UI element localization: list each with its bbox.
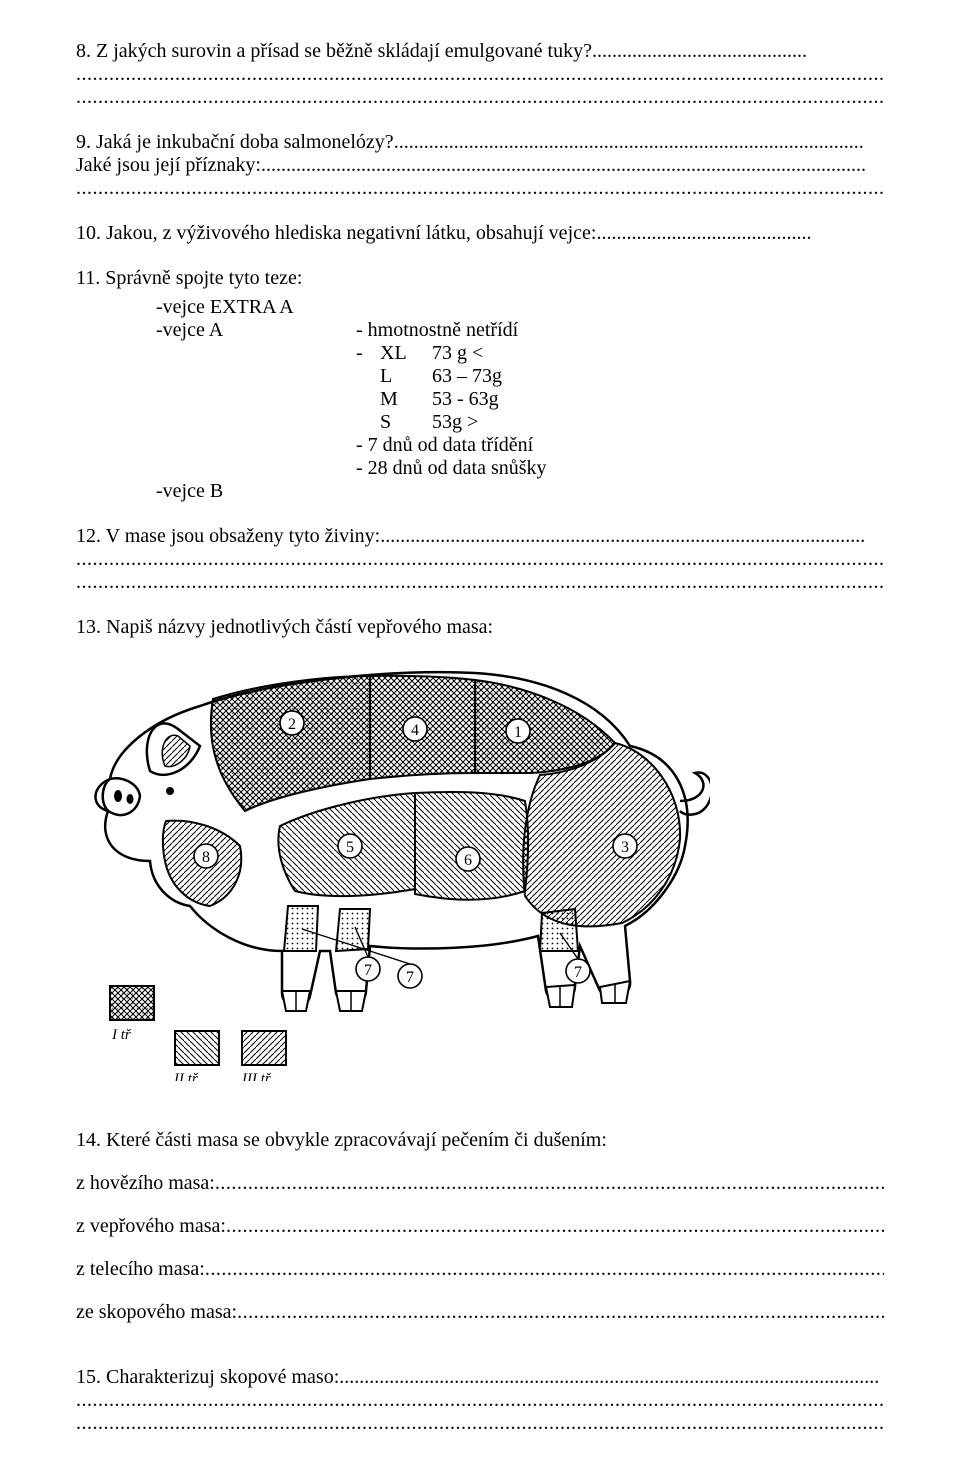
pig-label-4: 4 (403, 717, 427, 741)
q15-dots: ........................................… (339, 1366, 879, 1388)
q8-text: 8. Z jakých surovin a přísad se běžně sk… (76, 40, 592, 62)
q12-text: 12. V mase jsou obsaženy tyto živiny: (76, 525, 380, 547)
q10-dots: ........................................… (596, 222, 811, 244)
q12-blankline-1: ........................................… (76, 548, 884, 571)
q11-left-b: -vejce A (156, 319, 356, 342)
q15-text: 15. Charakterizuj skopové maso: (76, 1366, 339, 1388)
pig-label-7c: 7 (566, 959, 590, 983)
pig-label-6: 6 (456, 847, 480, 871)
q11-right-l1: - hmotnostně netřídí (356, 319, 518, 342)
q9-text1: 9. Jaká je inkubační doba salmonelózy? (76, 131, 394, 153)
svg-text:4: 4 (411, 722, 419, 739)
q8-dots: ........................................… (592, 40, 807, 62)
q11-left-a: -vejce EXTRA A (156, 296, 356, 319)
q8-line: 8. Z jakých surovin a přísad se běžně sk… (76, 40, 884, 63)
q9-dots1: ........................................… (394, 131, 864, 153)
q10-text: 10. Jakou, z výživového hlediska negativ… (76, 222, 596, 244)
q14-row: z vepřového masa:.......................… (76, 1215, 884, 1238)
q15-blankline-2: ........................................… (76, 1412, 884, 1435)
svg-text:5: 5 (346, 839, 354, 856)
q15-blankline-1: ........................................… (76, 1389, 884, 1412)
q11-size-row: S 53g > (356, 411, 547, 434)
q11-size-row: M 53 - 63g (356, 388, 547, 411)
legend-label-1: I tř (111, 1027, 132, 1043)
q13-text: 13. Napiš názvy jednotlivých částí vepřo… (76, 616, 884, 639)
q12-dots: ........................................… (380, 525, 865, 547)
pig-label-5: 5 (338, 834, 362, 858)
q11-intro: 11. Správně spojte tyto teze: (76, 267, 884, 290)
worksheet-page: 8. Z jakých surovin a přísad se běžně sk… (0, 0, 960, 1475)
pig-diagram: 1 2 3 4 5 6 7 7 7 8 I tř (70, 651, 884, 1081)
q12-blankline-2: ........................................… (76, 571, 884, 594)
pig-label-2: 2 (280, 711, 304, 735)
pig-label-8: 8 (194, 844, 218, 868)
svg-text:1: 1 (514, 724, 522, 741)
q9-line2: Jaké jsou její příznaky:................… (76, 154, 884, 177)
q14-intro: 14. Které části masa se obvykle zpracová… (76, 1129, 884, 1152)
pig-label-3: 3 (613, 834, 637, 858)
q10-line: 10. Jakou, z výživového hlediska negativ… (76, 222, 884, 245)
q14-row: z hovězího masa:........................… (76, 1172, 884, 1195)
svg-text:7: 7 (574, 964, 582, 981)
q12-line: 12. V mase jsou obsaženy tyto živiny:...… (76, 525, 884, 548)
q11-block: -vejce EXTRA A -vejce A - hmotnostně net… (156, 296, 884, 503)
legend-label-2: II tř (173, 1071, 199, 1081)
legend: I tř II tř III tř (110, 986, 286, 1081)
q11-size-row: L 63 – 73g (356, 365, 547, 388)
q11-right-l7: - 28 dnů od data snůšky (356, 457, 547, 480)
pig-label-7a: 7 (356, 957, 380, 981)
pig-label-1: 1 (506, 719, 530, 743)
q14-row: z telecího masa:........................… (76, 1258, 884, 1281)
q15-line: 15. Charakterizuj skopové maso:.........… (76, 1366, 884, 1389)
legend-label-3: III tř (241, 1071, 272, 1081)
q11-left-c: -vejce B (156, 480, 356, 503)
q14-row: ze skopového masa:......................… (76, 1301, 884, 1324)
q9-text2: Jaké jsou její příznaky: (76, 154, 261, 176)
svg-text:7: 7 (364, 962, 372, 979)
svg-text:3: 3 (621, 839, 629, 856)
svg-text:8: 8 (202, 849, 210, 866)
svg-text:6: 6 (464, 852, 472, 869)
q8-blankline-2: ........................................… (76, 86, 884, 109)
q11-size-row: - XL 73 g < (356, 342, 547, 365)
svg-text:2: 2 (288, 716, 296, 733)
q8-blankline-1: ........................................… (76, 63, 884, 86)
q9-dots2: ........................................… (261, 154, 866, 176)
q9-blankline: ........................................… (76, 177, 884, 200)
q9-line1: 9. Jaká je inkubační doba salmonelózy?..… (76, 131, 884, 154)
q11-right-l6: - 7 dnů od data třídění (356, 434, 547, 457)
pig-label-7b: 7 (398, 964, 422, 988)
svg-text:7: 7 (406, 969, 414, 986)
